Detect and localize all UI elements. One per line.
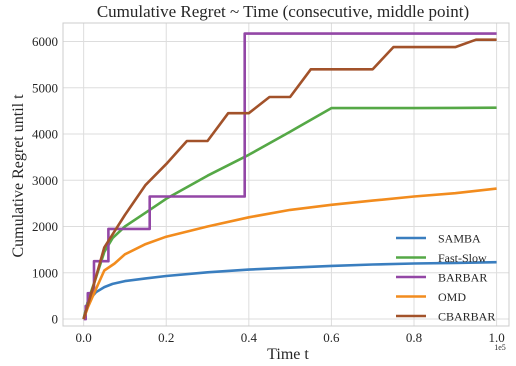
y-tick-label: 4000: [32, 127, 58, 142]
legend-label-barbar: BARBAR: [438, 271, 487, 285]
series-line-samba: [82, 260, 497, 320]
legend-label-omd: OMD: [438, 290, 466, 304]
legend-label-samba: SAMBA: [438, 232, 481, 246]
legend-label-fast-slow: Fast-Slow: [438, 251, 487, 265]
x-tick-label: 0.0: [76, 330, 92, 345]
y-tick-label: 0: [52, 312, 59, 327]
series-line-cbarbar: [82, 38, 497, 320]
y-axis-label: Cumulative Regret until t: [10, 94, 27, 258]
series-line-barbar: [83, 32, 497, 321]
series-line-fast-slow: [82, 106, 497, 320]
plot-frame: [62, 22, 510, 327]
y-tick-label: 3000: [32, 173, 58, 188]
axis-ticks: 0.0 0.2 0.4 0.6 0.8 1.0 0 1000 2000 3000 4000 5000 6…: [32, 34, 505, 345]
legend-label-cbarbar: CBARBAR: [438, 310, 495, 324]
x-tick-label: 0.6: [323, 330, 340, 345]
y-tick-label: 2000: [32, 219, 58, 234]
grid-lines: [63, 23, 509, 326]
y-tick-label: 1000: [32, 265, 58, 280]
x-axis-multiplier: 1e5: [494, 343, 506, 352]
legend: SAMBA Fast-Slow BARBAR OMD CBARBAR: [396, 232, 495, 324]
series-line-omd: [82, 187, 497, 320]
chart-title: Cumulative Regret ~ Time (consecutive, m…: [97, 2, 469, 21]
x-tick-label: 1.0: [488, 330, 504, 345]
y-tick-label: 6000: [32, 34, 58, 49]
x-tick-label: 0.2: [158, 330, 174, 345]
y-tick-label: 5000: [32, 80, 58, 95]
x-tick-label: 0.4: [241, 330, 258, 345]
x-tick-label: 0.8: [406, 330, 422, 345]
series-lines: [82, 32, 497, 321]
x-axis-label: Time t: [267, 346, 309, 363]
